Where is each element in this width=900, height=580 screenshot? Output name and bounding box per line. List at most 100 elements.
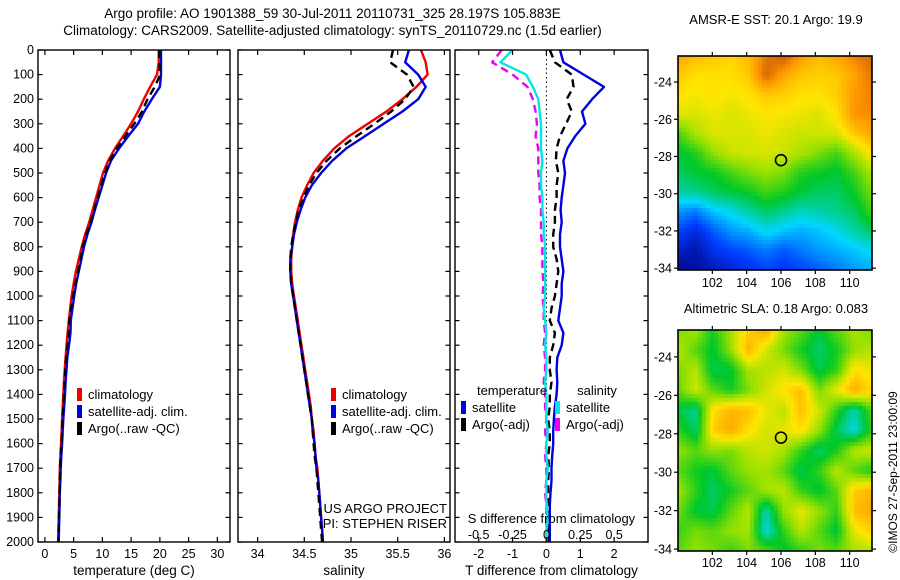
svg-text:200: 200: [13, 92, 34, 106]
legend-item-argo-raw: Argo(..raw -QC): [77, 421, 180, 436]
svg-text:34.5: 34.5: [292, 547, 316, 561]
svg-text:10: 10: [95, 547, 109, 561]
legend-item-t-argo: Argo(-adj): [461, 417, 530, 432]
svg-text:-28: -28: [654, 150, 672, 164]
svg-text:110: 110: [840, 556, 860, 570]
svg-text:-0.25: -0.25: [498, 528, 527, 542]
svg-text:36: 36: [437, 547, 451, 561]
satellite-clim-swatch: [77, 405, 82, 418]
project-annotation-line2: PI: STEPHEN RISER: [322, 516, 447, 531]
svg-text:102: 102: [702, 556, 723, 570]
svg-text:600: 600: [13, 191, 34, 205]
svg-text:-26: -26: [654, 113, 672, 127]
svg-text:15: 15: [124, 547, 138, 561]
svg-text:104: 104: [736, 276, 757, 290]
s-satellite-swatch: [555, 401, 560, 414]
legend-item-satellite-clim: satellite-adj. clim.: [77, 404, 188, 419]
svg-text:102: 102: [702, 276, 723, 290]
t-satellite-swatch: [461, 401, 466, 414]
svg-text:-24: -24: [654, 76, 672, 90]
svg-text:-30: -30: [654, 187, 672, 201]
legend-item-argo-raw: Argo(..raw -QC): [331, 421, 434, 436]
s-argo-swatch: [555, 418, 560, 431]
sst-heatmap-canvas: [678, 56, 872, 270]
legend-header-salinity: salinity: [577, 383, 617, 398]
svg-text:-32: -32: [654, 224, 672, 238]
climatology-swatch: [77, 388, 82, 401]
svg-text:-34: -34: [654, 262, 672, 276]
svg-text:0: 0: [543, 547, 550, 561]
legend-label: Argo(..raw -QC): [88, 421, 180, 436]
svg-text:-24: -24: [654, 350, 672, 364]
svg-text:-1: -1: [507, 547, 518, 561]
argo-raw-swatch: [331, 422, 336, 435]
sla-heatmap-canvas: [678, 330, 872, 551]
svg-text:106: 106: [771, 556, 792, 570]
svg-text:1600: 1600: [6, 437, 34, 451]
legend-label: satellite-adj. clim.: [342, 404, 442, 419]
svg-text:5: 5: [70, 547, 77, 561]
svg-text:100: 100: [13, 68, 34, 82]
s-difference-axis-label: S difference from climatology: [467, 511, 636, 526]
svg-text:-34: -34: [654, 543, 672, 557]
svg-text:1: 1: [577, 547, 584, 561]
legend-item-satellite-clim: satellite-adj. clim.: [331, 404, 442, 419]
svg-text:700: 700: [13, 215, 34, 229]
legend-label: climatology: [342, 387, 408, 402]
t-difference-axis-label: T difference from climatology: [465, 563, 638, 578]
legend-item-s-argo: Argo(-adj): [555, 417, 624, 432]
t-argo-swatch: [461, 418, 466, 431]
svg-text:1300: 1300: [6, 363, 34, 377]
svg-text:108: 108: [805, 276, 826, 290]
legend-header-temperature: temperature: [476, 383, 548, 398]
svg-text:0.25: 0.25: [568, 528, 592, 542]
svg-text:1800: 1800: [6, 486, 34, 500]
svg-text:-32: -32: [654, 504, 672, 518]
salinity-axis-label: salinity: [323, 563, 365, 578]
svg-text:-26: -26: [654, 389, 672, 403]
legend-item-climatology: climatology: [77, 387, 153, 402]
legend-label: satellite: [566, 400, 611, 415]
legend-label: climatology: [88, 387, 154, 402]
legend-item-s-satellite: satellite: [555, 400, 610, 415]
svg-text:800: 800: [13, 240, 34, 254]
svg-text:300: 300: [13, 117, 34, 131]
figure-subtitle: Climatology: CARS2009. Satellite-adjuste…: [63, 23, 602, 38]
legend-label: satellite: [472, 400, 517, 415]
svg-text:108: 108: [805, 556, 826, 570]
legend-label: Argo(..raw -QC): [342, 421, 434, 436]
svg-text:500: 500: [13, 166, 34, 180]
svg-text:34: 34: [251, 547, 265, 561]
svg-text:35: 35: [344, 547, 358, 561]
legend-label: Argo(-adj): [472, 417, 530, 432]
argo-raw-swatch: [77, 422, 82, 435]
svg-text:400: 400: [13, 141, 34, 155]
svg-text:-30: -30: [654, 466, 672, 480]
svg-text:1100: 1100: [7, 314, 34, 328]
svg-text:-0.5: -0.5: [468, 528, 490, 542]
svg-text:2: 2: [611, 547, 618, 561]
svg-text:106: 106: [771, 276, 792, 290]
svg-text:20: 20: [153, 547, 167, 561]
svg-text:1000: 1000: [6, 289, 34, 303]
satellite-clim-swatch: [331, 405, 336, 418]
climatology-swatch: [331, 388, 336, 401]
project-annotation-line1: US ARGO PROJECT: [323, 501, 447, 516]
svg-text:-2: -2: [473, 547, 484, 561]
legend-label: satellite-adj. clim.: [88, 404, 188, 419]
svg-text:25: 25: [182, 547, 196, 561]
svg-text:0: 0: [27, 43, 34, 57]
svg-text:1400: 1400: [6, 387, 34, 401]
svg-text:35.5: 35.5: [386, 547, 410, 561]
figure-title: Argo profile: AO 1901388_59 30-Jul-2011 …: [104, 6, 561, 21]
svg-text:104: 104: [736, 556, 757, 570]
svg-text:900: 900: [13, 264, 34, 278]
sla-map-title: Altimetric SLA: 0.18 Argo: 0.083: [683, 301, 869, 316]
imos-credit: ©IMOS 27-Sep-2011 23:00:09: [886, 391, 900, 553]
svg-text:-28: -28: [654, 427, 672, 441]
svg-text:110: 110: [840, 276, 860, 290]
svg-text:30: 30: [210, 547, 224, 561]
svg-text:1500: 1500: [6, 412, 34, 426]
